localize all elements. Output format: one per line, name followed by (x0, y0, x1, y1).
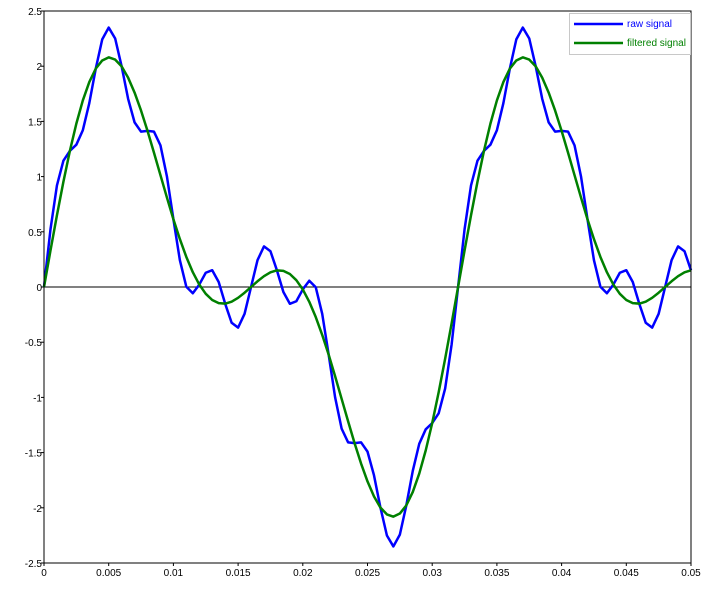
y-tick-label: 1.5 (28, 117, 42, 128)
x-tick-label: 0 (41, 568, 47, 579)
y-tick-label: -1.5 (25, 449, 43, 460)
x-tick-label: 0.025 (355, 568, 380, 579)
y-tick-label: 1 (36, 173, 42, 184)
plot-frame (43, 10, 692, 564)
y-tick-label: -2.5 (25, 559, 43, 570)
legend-label-raw: raw signal (627, 19, 672, 30)
x-tick-label: 0.005 (96, 568, 121, 579)
y-tick-label: 0.5 (28, 228, 42, 239)
legend-label-filtered: filtered signal (627, 38, 686, 49)
y-tick-label: 2.5 (28, 7, 42, 18)
series-line-raw-signal (42, 26, 693, 548)
legend: raw signal filtered signal (569, 13, 691, 55)
x-tick-label: 0.02 (293, 568, 313, 579)
series-line-filtered-signal (42, 56, 692, 518)
x-tick-label: 0.015 (226, 568, 251, 579)
y-tick-label: -2 (33, 504, 42, 515)
y-tick-label: -1 (33, 393, 42, 404)
x-tick-label: 0.035 (484, 568, 509, 579)
x-tick-label: 0.03 (422, 568, 442, 579)
x-tick-label: 0.045 (614, 568, 639, 579)
x-tick-label: 0.05 (681, 568, 701, 579)
x-tick-label: 0.01 (164, 568, 184, 579)
x-tick-label: 0.04 (552, 568, 572, 579)
y-tick-label: -0.5 (25, 338, 43, 349)
legend-box (569, 13, 691, 55)
y-tick-label: 0 (36, 283, 42, 294)
y-tick-label: 2 (36, 62, 42, 73)
